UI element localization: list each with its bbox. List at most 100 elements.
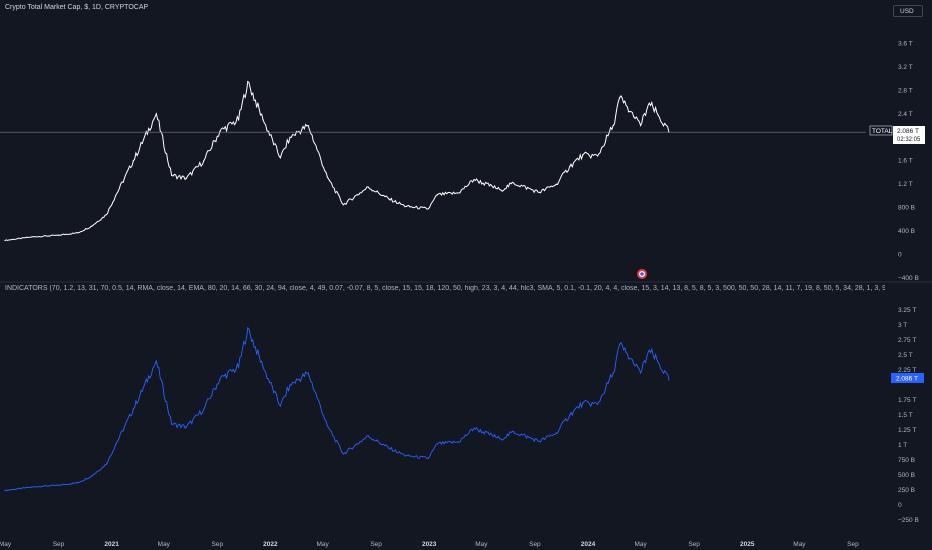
data-point bbox=[436, 194, 439, 196]
data-point bbox=[247, 80, 249, 83]
x-tick-label: May bbox=[634, 541, 647, 548]
data-point bbox=[427, 457, 429, 459]
price-tag-box bbox=[893, 126, 925, 144]
y-tick-label: 2.4 T bbox=[898, 111, 913, 118]
data-point bbox=[356, 194, 359, 196]
y-tick-label: 0 bbox=[898, 252, 902, 259]
y-tick-label: 500 B bbox=[898, 472, 915, 479]
currency-button[interactable]: USD bbox=[893, 5, 923, 17]
x-tick-label: May bbox=[793, 541, 806, 548]
data-point bbox=[405, 455, 407, 457]
data-point bbox=[289, 384, 291, 386]
data-point bbox=[648, 102, 650, 104]
y-tick-label: 2.75 T bbox=[898, 337, 916, 344]
data-point bbox=[512, 431, 515, 433]
y-tick-label: 1.5 T bbox=[898, 412, 913, 419]
data-point bbox=[538, 191, 540, 193]
data-point bbox=[657, 361, 659, 363]
data-point bbox=[90, 225, 92, 227]
y-tick-label: 1.75 T bbox=[898, 397, 916, 404]
x-tick-label: Sep bbox=[688, 541, 700, 548]
data-point bbox=[289, 136, 291, 138]
data-point bbox=[114, 444, 117, 446]
data-point bbox=[367, 435, 369, 437]
indicator-badge: 2.086 T bbox=[891, 373, 924, 383]
indicator-pane: −250 B 0 250 B 500 B 750 B 1 T 1.25 T 1.5 T 1.75… bbox=[4, 307, 919, 524]
data-point bbox=[4, 239, 6, 242]
indicator-series-line bbox=[4, 327, 670, 492]
data-point bbox=[307, 124, 309, 127]
data-point bbox=[367, 186, 369, 188]
data-point bbox=[132, 160, 134, 162]
data-point bbox=[473, 427, 475, 429]
data-point bbox=[247, 327, 249, 329]
data-point bbox=[569, 414, 571, 416]
data-point bbox=[105, 463, 107, 465]
data-point bbox=[185, 177, 188, 179]
data-point bbox=[238, 119, 240, 121]
data-point bbox=[77, 232, 79, 234]
y-tick-label: 3.25 T bbox=[898, 307, 916, 314]
x-tick-label: Sep bbox=[53, 541, 65, 548]
data-point bbox=[185, 426, 188, 428]
y-tick-label: 2.25 T bbox=[898, 367, 916, 374]
data-point bbox=[458, 441, 460, 443]
y-tick-label: 1.25 T bbox=[898, 427, 916, 434]
data-point bbox=[582, 154, 584, 156]
data-point bbox=[657, 114, 659, 116]
data-point bbox=[219, 378, 221, 380]
event-marker-icon[interactable] bbox=[637, 269, 647, 279]
data-point bbox=[171, 423, 173, 425]
data-point bbox=[203, 408, 205, 410]
symbol-tag: TOTAL bbox=[872, 128, 893, 135]
data-point bbox=[405, 205, 407, 208]
data-point bbox=[203, 160, 205, 162]
data-point bbox=[57, 234, 60, 236]
data-point bbox=[114, 195, 117, 197]
data-point bbox=[596, 403, 599, 405]
data-point bbox=[279, 405, 281, 407]
data-point bbox=[512, 182, 515, 184]
data-point bbox=[155, 360, 158, 362]
data-point bbox=[279, 157, 281, 159]
x-tick-label: 2023 bbox=[422, 541, 437, 548]
x-tick-label: 2022 bbox=[263, 541, 278, 548]
data-point bbox=[436, 443, 439, 445]
data-point bbox=[619, 343, 621, 345]
data-point bbox=[57, 484, 60, 486]
data-point bbox=[633, 363, 635, 365]
x-tick-label: Sep bbox=[847, 541, 859, 548]
x-tick-label: May bbox=[0, 541, 12, 548]
data-point bbox=[132, 408, 134, 410]
x-tick-label: May bbox=[475, 541, 488, 548]
indicator-label: INDICATORS (70, 1.2, 13, 31, 70, 0.5, 14… bbox=[5, 285, 885, 292]
data-point bbox=[262, 366, 264, 368]
x-tick-label: 2024 bbox=[581, 541, 596, 548]
y-tick-label: 2.8 T bbox=[898, 87, 913, 94]
data-point bbox=[596, 155, 599, 157]
price-series-line bbox=[4, 80, 670, 242]
data-point bbox=[238, 366, 240, 368]
y-tick-label: 250 B bbox=[898, 487, 915, 494]
data-point bbox=[427, 208, 429, 210]
data-point bbox=[619, 96, 621, 98]
data-point bbox=[569, 165, 571, 168]
data-point bbox=[388, 198, 390, 200]
x-tick-label: Sep bbox=[212, 541, 224, 548]
y-tick-label: −400 B bbox=[898, 275, 919, 282]
symbol-tag-box bbox=[869, 125, 893, 136]
data-point bbox=[648, 349, 650, 351]
y-tick-label: 400 B bbox=[898, 228, 915, 235]
x-tick-label: 2025 bbox=[740, 541, 755, 548]
y-tick-label: 3 T bbox=[898, 322, 907, 329]
data-point bbox=[90, 475, 92, 477]
y-tick-label: 3.2 T bbox=[898, 64, 913, 71]
data-point bbox=[668, 379, 670, 381]
x-tick-label: Sep bbox=[529, 541, 541, 548]
data-point bbox=[342, 204, 345, 206]
y-tick-label: 3.6 T bbox=[898, 40, 913, 47]
data-point bbox=[171, 174, 173, 176]
price-pane: −400 B 0 400 B 800 B 1.2 T 1.6 T 2.4 T 2.8 T 3.2… bbox=[0, 40, 919, 282]
data-point bbox=[582, 402, 584, 404]
